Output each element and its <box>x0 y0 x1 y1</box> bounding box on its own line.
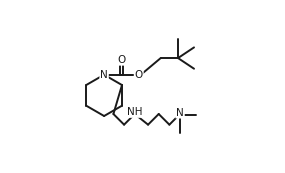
Text: O: O <box>135 70 143 80</box>
Text: N: N <box>176 108 184 118</box>
Text: O: O <box>117 55 126 65</box>
Text: NH: NH <box>127 107 142 117</box>
Text: N: N <box>100 70 108 80</box>
